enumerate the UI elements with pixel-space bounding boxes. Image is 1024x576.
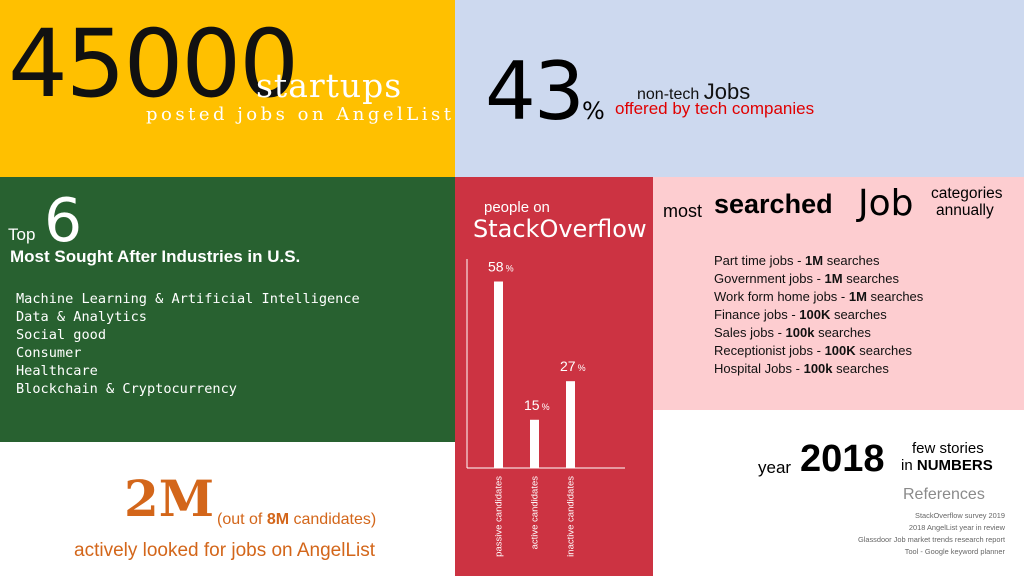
nontech-percent-sign: %	[582, 97, 605, 125]
searched-item: Part time jobs - 1M searches	[714, 253, 880, 268]
searched-categories-word: categories	[931, 185, 1003, 202]
searched-word: searched	[714, 189, 833, 219]
in-word: in	[901, 457, 913, 474]
candidates-outof: (out of 8M candidates)	[217, 511, 376, 529]
category-label: passive candidates	[494, 476, 505, 557]
searched-item: Finance jobs - 100K searches	[714, 307, 887, 322]
searched-annually-word: annually	[936, 202, 994, 219]
searched-item: Receptionist jobs - 100K searches	[714, 343, 913, 358]
nontech-panel: 43 % non-tech Jobs offered by tech compa…	[455, 0, 1024, 177]
references-list: StackOverflow survey 2019 2018 AngelList…	[858, 510, 1005, 558]
bar-value-label: 27%	[560, 358, 586, 374]
year-panel: year 2018 few stories in NUMBERS Referen…	[653, 410, 1024, 576]
numbers-word: NUMBERS	[916, 457, 993, 474]
industry-item: Consumer	[16, 345, 82, 361]
startups-number: 45000	[8, 10, 299, 119]
reference-item: Glassdoor Job market trends research rep…	[857, 535, 1005, 544]
few-stories: few stories	[912, 440, 984, 457]
startups-panel: 45000 startups posted jobs on AngelList	[0, 0, 455, 177]
candidates-subtitle: actively looked for jobs on AngelList	[74, 540, 376, 561]
bar	[566, 381, 575, 468]
outof-prefix: (out of	[217, 511, 263, 528]
reference-item: 2018 AngelList year in review	[908, 523, 1005, 532]
category-label: inactive candidates	[566, 476, 577, 557]
industry-item: Machine Learning & Artificial Intelligen…	[16, 291, 360, 307]
nontech-label: non-tech Jobs	[637, 79, 750, 105]
industries-panel: Top 6 Most Sought After Industries in U.…	[0, 177, 455, 442]
stackoverflow-chart: 58 % passive candidates 15 % active candidate…	[466, 259, 625, 557]
industries-top-word: Top	[8, 225, 36, 244]
in-numbers: in NUMBERS	[901, 457, 993, 474]
industry-item: Healthcare	[16, 363, 98, 379]
bar-value-unit: %	[578, 363, 586, 373]
bar-value-label: 15%	[524, 397, 550, 413]
searched-item: Sales jobs - 100k searches	[714, 325, 871, 340]
bar-value-unit: %	[542, 402, 550, 412]
nontech-number: 43	[485, 45, 585, 138]
nontech-label-jobs: Jobs	[703, 79, 751, 104]
bar	[494, 281, 503, 468]
industries-list: Machine Learning & Artificial Intelligen…	[16, 290, 360, 398]
searched-item: Hospital Jobs - 100k searches	[714, 361, 889, 376]
reference-item: Tool - Google keyword planner	[904, 547, 1005, 556]
stackoverflow-panel: people on StackOverflow 58% passive candi…	[455, 177, 653, 576]
industries-title: Most Sought After Industries in U.S.	[10, 247, 301, 266]
bar-value-unit: %	[506, 264, 514, 274]
references-title: References	[903, 486, 985, 503]
searched-list: Part time jobs - 1M searches Government …	[714, 252, 923, 378]
industry-item: Data & Analytics	[16, 309, 147, 325]
industries-number: 6	[44, 186, 83, 256]
bar-value-number: 27	[560, 358, 576, 374]
outof-suffix: candidates)	[293, 511, 377, 528]
searched-item: Work form home jobs - 1M searches	[714, 289, 924, 304]
stackoverflow-title: StackOverflow	[473, 215, 647, 243]
stackoverflow-label: people on	[484, 199, 550, 216]
year-number: 2018	[800, 438, 885, 480]
outof-value: 8M	[266, 511, 290, 528]
bar-value-number: 58	[488, 259, 504, 275]
reference-item: StackOverflow survey 2019	[915, 511, 1005, 520]
searched-job-word: Job	[858, 183, 914, 224]
bar-value-number: 15	[524, 397, 540, 413]
candidates-number: 2M	[124, 469, 215, 528]
searched-most-word: most	[663, 201, 703, 221]
startups-subtitle: posted jobs on AngelList	[146, 104, 455, 125]
startups-label: startups	[256, 66, 403, 105]
year-word: year	[758, 458, 792, 477]
nontech-label-prefix: non-tech	[637, 86, 700, 103]
industry-item: Blockchain & Cryptocurrency	[16, 381, 237, 397]
searched-item: Government jobs - 1M searches	[714, 271, 899, 286]
bar-value-label: 58%	[488, 259, 514, 275]
searched-panel: most searched Job categories annually Pa…	[653, 177, 1024, 410]
bar	[530, 419, 539, 468]
nontech-subtitle: offered by tech companies	[615, 99, 815, 118]
category-label: active candidates	[530, 476, 541, 550]
candidates-panel: 2M (out of 8M candidates) actively looke…	[0, 442, 455, 576]
industry-item: Social good	[16, 327, 107, 343]
